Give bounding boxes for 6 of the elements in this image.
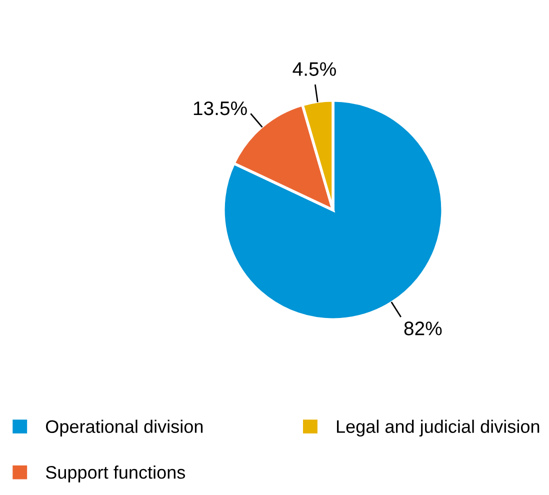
legend-label: Operational division	[46, 420, 203, 437]
data-label: 13.5%	[194, 101, 247, 116]
data-label: 4.5%	[292, 62, 336, 76]
legend-label: Legal and judicial division	[336, 420, 540, 437]
data-label: 82%	[404, 322, 442, 336]
legend-label: Support functions	[46, 466, 186, 482]
